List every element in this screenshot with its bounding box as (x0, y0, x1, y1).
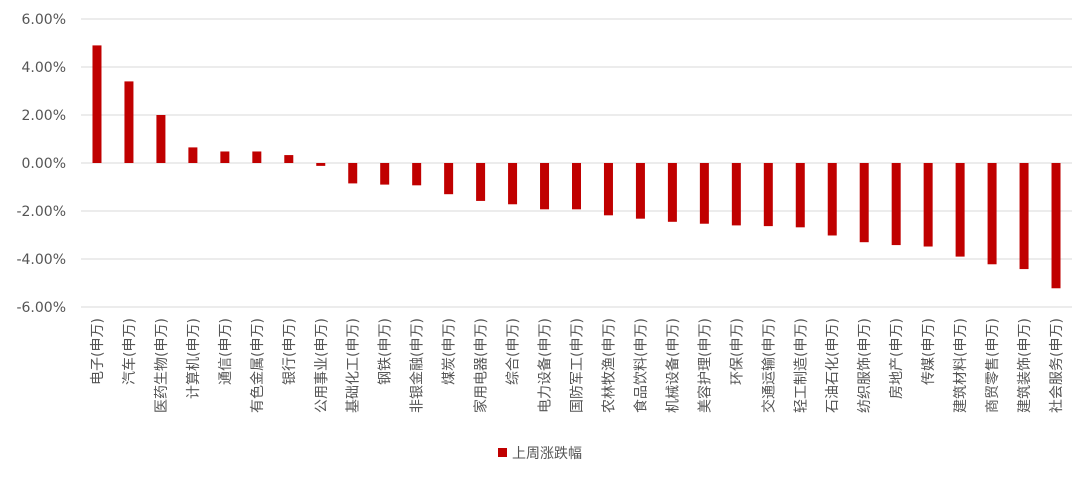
x-tick-label: 公用事业(申万) (314, 318, 330, 413)
bar (699, 163, 709, 224)
x-tick-label: 计算机(申万) (186, 318, 202, 399)
y-tick-label: -6.00% (16, 300, 66, 316)
x-tick-label: 家用电器(申万) (473, 318, 490, 413)
x-tick-label: 钢铁(申万) (378, 318, 394, 385)
y-tick-label: -4.00% (16, 252, 66, 268)
x-tick-label: 机械设备(申万) (664, 318, 681, 413)
x-tick-label: 农林牧渔(申万) (601, 318, 617, 413)
bar (1051, 163, 1061, 289)
y-tick-label: -2.00% (16, 204, 66, 220)
bar (412, 163, 422, 186)
bar (731, 163, 741, 226)
legend: 上周涨跌幅 (0, 443, 1080, 463)
bar (987, 163, 997, 265)
bar (444, 163, 454, 195)
bar (667, 163, 677, 222)
bar (763, 163, 773, 227)
bar (635, 163, 645, 219)
y-tick-label: 2.00% (22, 108, 66, 124)
bar (92, 45, 102, 163)
bar (124, 81, 134, 163)
x-tick-label: 纺织服饰(申万) (857, 318, 873, 413)
x-tick-label: 美容护理(申万) (696, 318, 713, 413)
bar (540, 163, 550, 210)
bar (1019, 163, 1029, 270)
bar (859, 163, 869, 243)
y-tick-label: 4.00% (22, 60, 66, 76)
x-tick-label: 综合(申万) (506, 318, 522, 385)
legend-swatch (498, 447, 507, 457)
y-tick-label: 6.00% (22, 12, 66, 28)
bar (603, 163, 613, 216)
x-tick-label: 基础化工(申万) (345, 318, 362, 413)
bar (156, 115, 166, 163)
bar (476, 163, 486, 201)
x-tick-label: 商贸零售(申万) (985, 318, 1001, 413)
x-tick-label: 房地产(申万) (889, 318, 905, 399)
bar (380, 163, 390, 185)
x-tick-label: 煤炭(申万) (442, 318, 458, 385)
y-tick-label: 0.00% (22, 156, 66, 172)
bar (795, 163, 805, 228)
x-tick-label: 石油石化(申万) (825, 318, 841, 413)
x-tick-label: 通信(申万) (218, 318, 234, 385)
x-tick-label: 汽车(申万) (121, 318, 138, 385)
bar (923, 163, 933, 247)
x-tick-label: 社会服务(申万) (1049, 318, 1065, 413)
bar (891, 163, 901, 246)
bar (955, 163, 965, 257)
x-tick-label: 电子(申万) (90, 318, 106, 385)
x-tick-label: 电力设备(申万) (537, 318, 554, 413)
bar (220, 151, 230, 163)
bar (316, 163, 326, 166)
x-tick-label: 国防军工(申万) (570, 318, 586, 413)
x-tick-label: 银行(申万) (282, 318, 298, 385)
x-tick-label: 交通运输(申万) (760, 318, 777, 413)
x-tick-label: 食品饮料(申万) (632, 318, 649, 413)
bar (188, 147, 198, 163)
x-tick-label: 轻工制造(申万) (793, 318, 809, 413)
x-tick-label: 建筑装饰(申万) (1017, 318, 1033, 413)
legend-label: 上周涨跌幅 (512, 446, 582, 462)
x-tick-label: 传媒(申万) (921, 318, 937, 385)
bar (284, 155, 294, 163)
bar (252, 151, 262, 163)
bar (572, 163, 581, 210)
x-tick-label: 有色金属(申万) (249, 318, 266, 413)
x-tick-label: 环保(申万) (729, 318, 745, 385)
bar (827, 163, 837, 236)
bar (348, 163, 358, 184)
x-tick-label: 建筑材料(申万) (953, 318, 969, 413)
x-tick-label: 非银金融(申万) (410, 318, 426, 413)
bar (508, 163, 518, 205)
x-tick-label: 医药生物(申万) (154, 318, 170, 413)
